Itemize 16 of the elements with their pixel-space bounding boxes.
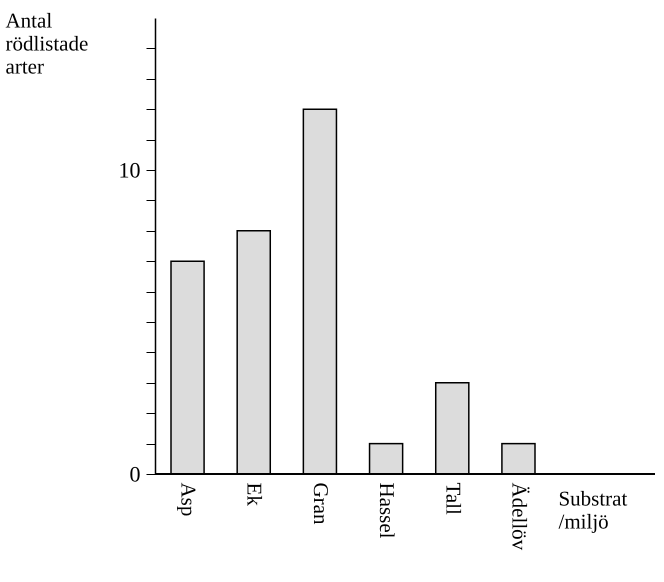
bar: [236, 230, 272, 475]
x-tick-label: Gran: [308, 482, 333, 525]
y-axis-title: Antal rödlistade arter: [6, 8, 88, 78]
bar: [434, 382, 470, 475]
bar: [501, 442, 536, 475]
bar: [170, 260, 205, 475]
y-tick-label: 0: [130, 462, 140, 486]
x-tick-label: Ek: [242, 482, 267, 506]
x-tick-label: Ädellöv: [507, 482, 532, 551]
bar: [368, 442, 404, 475]
x-axis-title: Substrat /miljö: [558, 486, 628, 534]
x-tick-label: Asp: [176, 482, 201, 516]
x-tick-label: Hassel: [375, 482, 400, 539]
bar: [302, 108, 338, 475]
x-tick-label: Tall: [441, 482, 466, 516]
y-tick-label: 10: [118, 158, 140, 182]
